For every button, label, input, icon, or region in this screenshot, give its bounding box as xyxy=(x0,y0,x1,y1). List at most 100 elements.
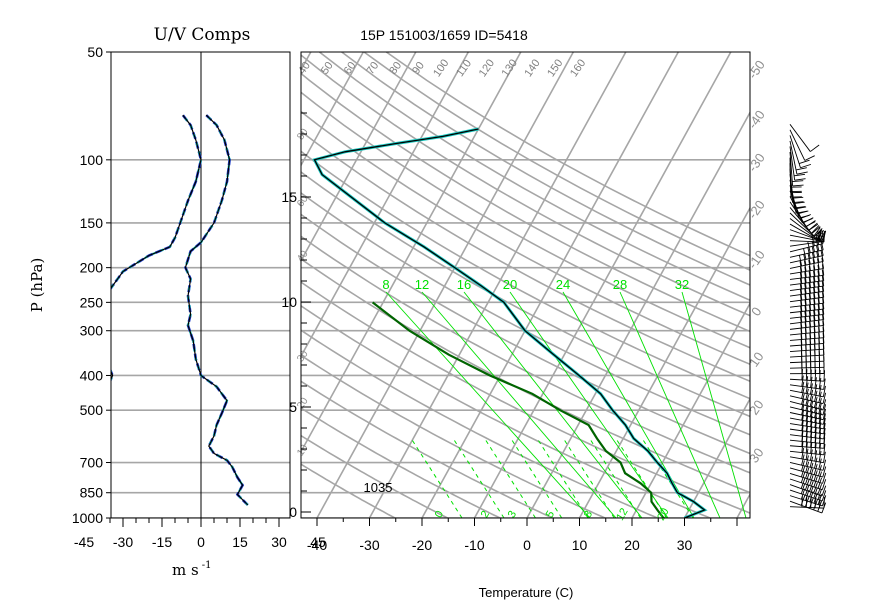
dry-adiabat xyxy=(301,130,750,383)
dry-adiabat xyxy=(301,72,750,333)
skewt-x-axis-label: Temperature (C) xyxy=(479,585,574,600)
height-tick-label: 5 xyxy=(289,399,297,415)
isotherm xyxy=(790,52,887,518)
wind-barb xyxy=(789,494,827,514)
mixing-ratio-label: 20 xyxy=(503,277,517,292)
uv-x-tick-label: -30 xyxy=(113,534,133,550)
isotherm xyxy=(316,52,575,518)
uv-y-axis-label: P (hPa) xyxy=(28,258,46,313)
isotherm-label: -30 xyxy=(745,150,768,174)
uv-x-tick-label: -15 xyxy=(152,534,172,550)
theta-label: 80 xyxy=(387,60,404,77)
wind-barb xyxy=(789,454,827,471)
temperature-tick-label: -20 xyxy=(412,537,432,553)
dewpoint-profile xyxy=(371,301,665,518)
mixing-ratio-label: 28 xyxy=(613,277,627,292)
uv-series xyxy=(111,114,249,506)
temperature-tick-label: 0 xyxy=(523,537,531,553)
theta-label: 70 xyxy=(365,60,382,77)
saturated-adiabat-line xyxy=(385,291,591,518)
dry-adiabat xyxy=(301,54,750,317)
mixing-ratio-lines xyxy=(385,291,747,518)
temperature-tick-label: 30 xyxy=(677,537,693,553)
uv-plot-frame xyxy=(110,51,291,519)
adiabat-label: 60 xyxy=(295,193,311,209)
isotherm xyxy=(578,206,750,518)
uv-x-tick-label: 45 xyxy=(310,534,326,550)
u-component-line-blue xyxy=(111,114,203,383)
dry-adiabat xyxy=(301,110,750,366)
wind-barb xyxy=(789,447,826,464)
wind-barb xyxy=(789,368,826,382)
uv-pressure-tick-label: 400 xyxy=(80,367,104,383)
theta-label: 60 xyxy=(342,60,359,77)
v-component-line-blue xyxy=(184,114,249,506)
dry-adiabat xyxy=(301,170,750,418)
skewt-panel: 40 50 60 70 80 90 100 110 120 130 140 150 160 -50-40-… xyxy=(281,27,887,600)
wind-barb xyxy=(789,218,825,240)
uv-x-axis-unit: m s xyxy=(172,561,199,579)
wind-barb xyxy=(789,483,827,502)
height-tick-label: 15 xyxy=(281,189,297,205)
wind-barb xyxy=(789,157,802,193)
uv-x-axis-exponent: -1 xyxy=(202,560,212,571)
wind-barbs xyxy=(789,124,827,514)
u-component-line xyxy=(111,114,202,381)
skewt-background-lines xyxy=(301,52,887,518)
uv-pressure-tick-label: 150 xyxy=(80,215,104,231)
uv-x-tick-label: -45 xyxy=(74,534,94,550)
isotherm xyxy=(631,301,750,518)
wind-barb xyxy=(789,404,826,421)
saturated-adiabat-line xyxy=(619,291,721,518)
isotherm xyxy=(421,52,680,518)
uv-pressure-tick-label: 50 xyxy=(87,44,103,60)
wind-barb xyxy=(789,135,812,169)
adiabat-label: 30 xyxy=(295,348,311,364)
mixing-ratio-bottom-label: 2 xyxy=(479,509,492,520)
mixing-ratio-bottom-label: 12 xyxy=(614,506,631,523)
dry-adiabat xyxy=(301,191,750,436)
uv-x-tick-label: 15 xyxy=(232,534,248,550)
dry-adiabat xyxy=(301,213,750,455)
isotherm xyxy=(473,52,732,518)
adiabat-label: 10 xyxy=(295,442,311,458)
saturated-adiabat-line xyxy=(681,291,747,518)
dry-adiabat xyxy=(301,380,555,518)
isotherm-label: 30 xyxy=(746,445,767,465)
mixing-ratio-bottom-label: 20 xyxy=(655,506,672,523)
dry-adiabat xyxy=(301,463,397,518)
isotherm-label: -20 xyxy=(745,197,768,221)
mixing-ratio-label: 12 xyxy=(415,277,429,292)
isotherm xyxy=(301,52,312,72)
uv-pressure-tick-label: 500 xyxy=(80,402,104,418)
theta-label: 150 xyxy=(545,57,565,79)
wind-barb xyxy=(789,375,826,390)
mixing-ratio-label: 24 xyxy=(556,277,570,292)
mixing-ratio-label: 32 xyxy=(675,277,689,292)
mixing-ratio-bottom-label: 0 xyxy=(433,509,446,520)
isotherm-label: 10 xyxy=(746,349,767,369)
dry-adiabat xyxy=(318,52,750,302)
uv-panel-title: U/V Comps xyxy=(154,25,251,45)
dry-adiabat xyxy=(301,150,750,400)
mixing-ratio-label: 16 xyxy=(457,277,471,292)
uv-x-tick-label: 0 xyxy=(197,534,205,550)
isotherm xyxy=(301,52,365,167)
wind-barb xyxy=(789,441,826,456)
uv-pressure-tick-label: 100 xyxy=(80,152,104,168)
dry-adiabat xyxy=(301,407,502,518)
uv-pressure-tick-label: 250 xyxy=(80,294,104,310)
isotherm-label: -40 xyxy=(745,107,768,131)
dry-adiabat xyxy=(301,281,750,514)
wind-barb xyxy=(789,124,820,152)
u-component-line-cyan xyxy=(111,114,203,382)
uv-pressure-tick-label: 700 xyxy=(80,455,104,471)
temperature-tick-label: -40 xyxy=(307,537,327,553)
wind-barb xyxy=(789,146,806,181)
wind-barb xyxy=(789,398,827,416)
wind-barb xyxy=(789,151,804,187)
theta-label: 50 xyxy=(319,60,336,77)
skewt-panel-title: 15P 151003/1659 ID=5418 xyxy=(360,27,528,43)
isotherm-label: 0 xyxy=(748,304,764,319)
